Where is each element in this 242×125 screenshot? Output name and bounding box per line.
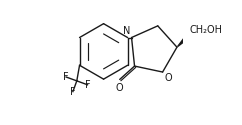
Text: O: O <box>164 73 172 83</box>
Text: O: O <box>116 83 123 93</box>
Text: F: F <box>63 72 69 82</box>
Text: N: N <box>123 26 130 36</box>
Text: CH₂OH: CH₂OH <box>189 25 222 35</box>
Text: F: F <box>70 87 76 97</box>
Polygon shape <box>178 34 190 47</box>
Text: F: F <box>85 80 90 90</box>
